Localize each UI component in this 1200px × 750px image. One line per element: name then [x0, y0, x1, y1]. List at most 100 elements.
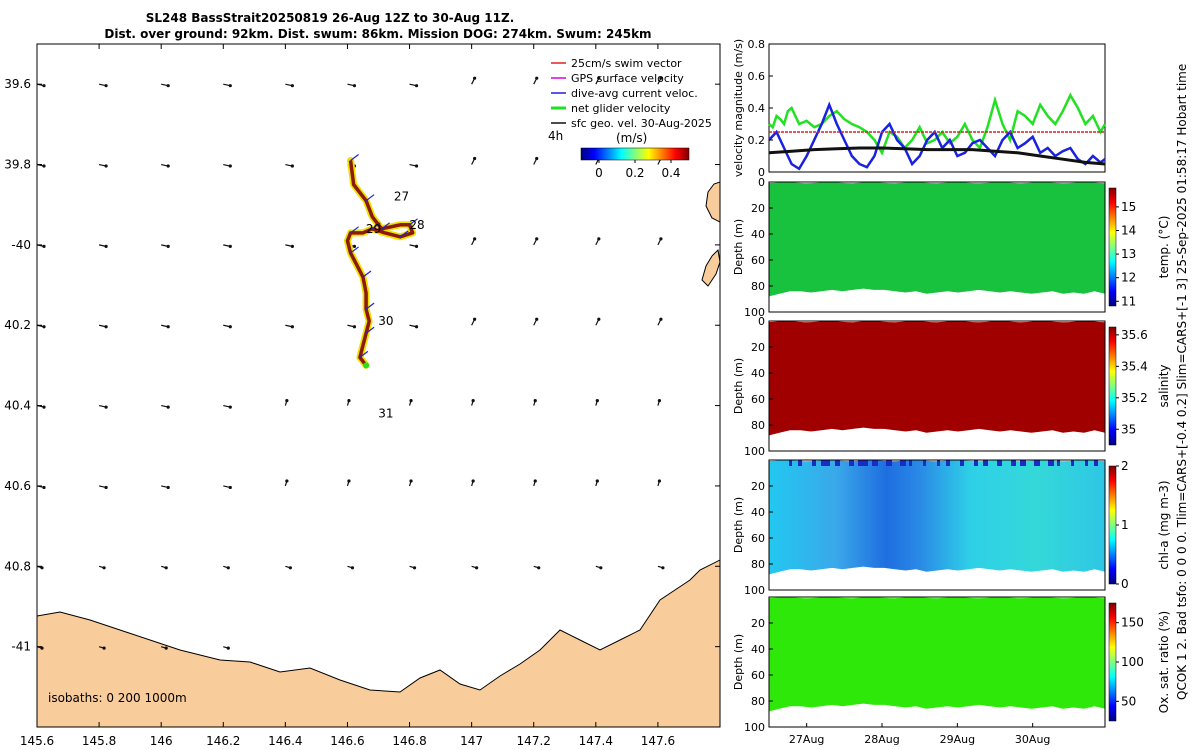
- chlorophyll-section: 20 40 60 80 100 Depth (m) 2 1 0 chl-a (mg m-3): [732, 459, 1171, 597]
- map-xtick-label: 146.4: [268, 734, 302, 748]
- sfc-vector-head: [475, 566, 479, 570]
- day-label: 28: [409, 218, 424, 232]
- section-ytick-label: 20: [751, 341, 765, 354]
- sfc-vector-head: [414, 84, 419, 88]
- current-vector: [365, 194, 375, 202]
- sfc-vector-head: [535, 76, 539, 80]
- sfc-vector-head: [42, 84, 46, 88]
- sfc-vector-head: [228, 325, 232, 329]
- map-ytick-label: 40.6: [4, 479, 31, 493]
- colorbar-tick-label: 35: [1121, 422, 1136, 436]
- temperature-section: 0 20 40 60 80 100 Depth (m) 15 14 13 12 11 temp. (°C…: [732, 176, 1171, 319]
- sfc-vector-head: [104, 325, 108, 329]
- sfc-vector-head: [104, 244, 108, 248]
- sfc-vector-head: [414, 164, 419, 168]
- sfc-vector-head: [290, 325, 294, 329]
- sfc-vector-head: [228, 244, 232, 248]
- section-ytick-label: 100: [744, 584, 765, 597]
- section-ytick-label: 0: [758, 315, 765, 328]
- colorbar-tick-label: 2: [1121, 459, 1129, 473]
- sfc-vector-head: [473, 237, 477, 241]
- track-end-marker: [363, 362, 370, 369]
- sfc-vector-head: [659, 237, 663, 241]
- section-frame: [768, 596, 1106, 728]
- chl-surface-low: [909, 460, 912, 466]
- sfc-vector-head: [414, 325, 419, 329]
- section-ytick-label: 40: [751, 228, 765, 241]
- colorbar-tick-label: 0: [595, 166, 603, 180]
- legend-label: sfc geo. vel. 30-Aug-2025: [571, 117, 712, 130]
- side-status-label: QCOK 1 2. Bad tsfo: 0 0 0 0. Tlim=CARS+[…: [1175, 64, 1189, 700]
- sfc-vector-head: [473, 156, 477, 161]
- date-tick-label: 30Aug: [1015, 733, 1050, 746]
- map-ytick-label: 40.2: [4, 318, 31, 332]
- section-ytick-label: 20: [751, 202, 765, 215]
- legend-label: GPS surface velocity: [571, 72, 684, 85]
- sfc-vector-head: [533, 479, 537, 483]
- velocity-ylabel: velocity magnitude (m/s): [732, 39, 745, 177]
- sfc-vector-head: [104, 164, 108, 168]
- date-tick-label: 28Aug: [864, 733, 899, 746]
- velocity-frame: [768, 43, 1106, 173]
- sfc-vector-head: [288, 566, 292, 570]
- section-ytick-label: 40: [751, 367, 765, 380]
- sfc-vector-head: [597, 317, 601, 321]
- current-vector: [359, 350, 369, 358]
- section-colorbar: [1108, 602, 1117, 722]
- velocity-ytick-label: 0.6: [748, 70, 766, 83]
- section-ylabel: Depth (m): [732, 219, 745, 275]
- date-tick-label: 27Aug: [789, 733, 824, 746]
- sfc-velocity-vectors: [36, 76, 665, 650]
- section-data-fill: [769, 460, 1105, 575]
- sfc-vector-head: [42, 325, 46, 329]
- sfc-vector-head: [657, 398, 662, 403]
- day-label: 31: [378, 407, 393, 421]
- sfc-vector-head: [533, 398, 537, 403]
- chl-surface-low: [812, 460, 816, 466]
- sfc-vector-head: [290, 164, 294, 168]
- sfc-vector-head: [535, 317, 539, 321]
- velocity-series-line: [768, 92, 1107, 156]
- chl-surface-low: [1085, 460, 1088, 466]
- map-xtick-label: 147.2: [517, 734, 551, 748]
- section-colorbar-label: salinity: [1157, 364, 1171, 407]
- chl-surface-low: [798, 460, 802, 466]
- date-tick-label: 29Aug: [940, 733, 975, 746]
- colorbar-tick-label: 150: [1121, 616, 1144, 630]
- current-vector: [350, 154, 359, 161]
- sfc-vector-head: [228, 164, 232, 168]
- current-vector: [350, 226, 359, 234]
- map-ytick-label: 40.8: [4, 559, 31, 573]
- colorbar-tick-label: 13: [1121, 247, 1136, 261]
- title-line-2: Dist. over ground: 92km. Dist. swum: 86k…: [104, 27, 651, 41]
- sfc-vector-head: [42, 485, 46, 490]
- map-xtick-label: 146.8: [392, 734, 426, 748]
- colorbar-tick-label: 0: [1121, 577, 1129, 591]
- day-label: 29: [366, 222, 381, 236]
- sfc-vector-head: [659, 317, 663, 321]
- section-ytick-label: 80: [751, 558, 765, 571]
- sfc-vector-head: [228, 84, 232, 88]
- map-xtick-label: 145.6: [20, 734, 54, 748]
- chl-surface-low: [821, 460, 826, 466]
- isobaths-label: isobaths: 0 200 1000m: [48, 691, 187, 705]
- colorbar-tick-label: 0.2: [625, 166, 644, 180]
- colorbar-tick-label: 0.4: [661, 166, 680, 180]
- sfc-vector-head: [352, 84, 357, 88]
- sfc-vector-head: [595, 398, 599, 403]
- colorbar-tick-label: 1: [1121, 518, 1129, 532]
- section-ytick-label: 100: [744, 721, 765, 734]
- section-data-fill: [769, 597, 1105, 712]
- section-ylabel: Depth (m): [732, 497, 745, 553]
- tasmania-landmass: [37, 559, 720, 727]
- sfc-vector-head: [166, 164, 170, 168]
- chl-surface-low: [1011, 460, 1016, 466]
- section-data-fill: [769, 321, 1105, 436]
- section-colorbar: [1108, 326, 1117, 446]
- sfc-vector-head: [471, 479, 475, 483]
- current-vector: [381, 222, 390, 230]
- sfc-vector-head: [228, 485, 232, 490]
- sfc-vector-head: [42, 244, 46, 248]
- sfc-vector-head: [104, 485, 108, 490]
- velocity-ytick-label: 0.4: [748, 102, 766, 115]
